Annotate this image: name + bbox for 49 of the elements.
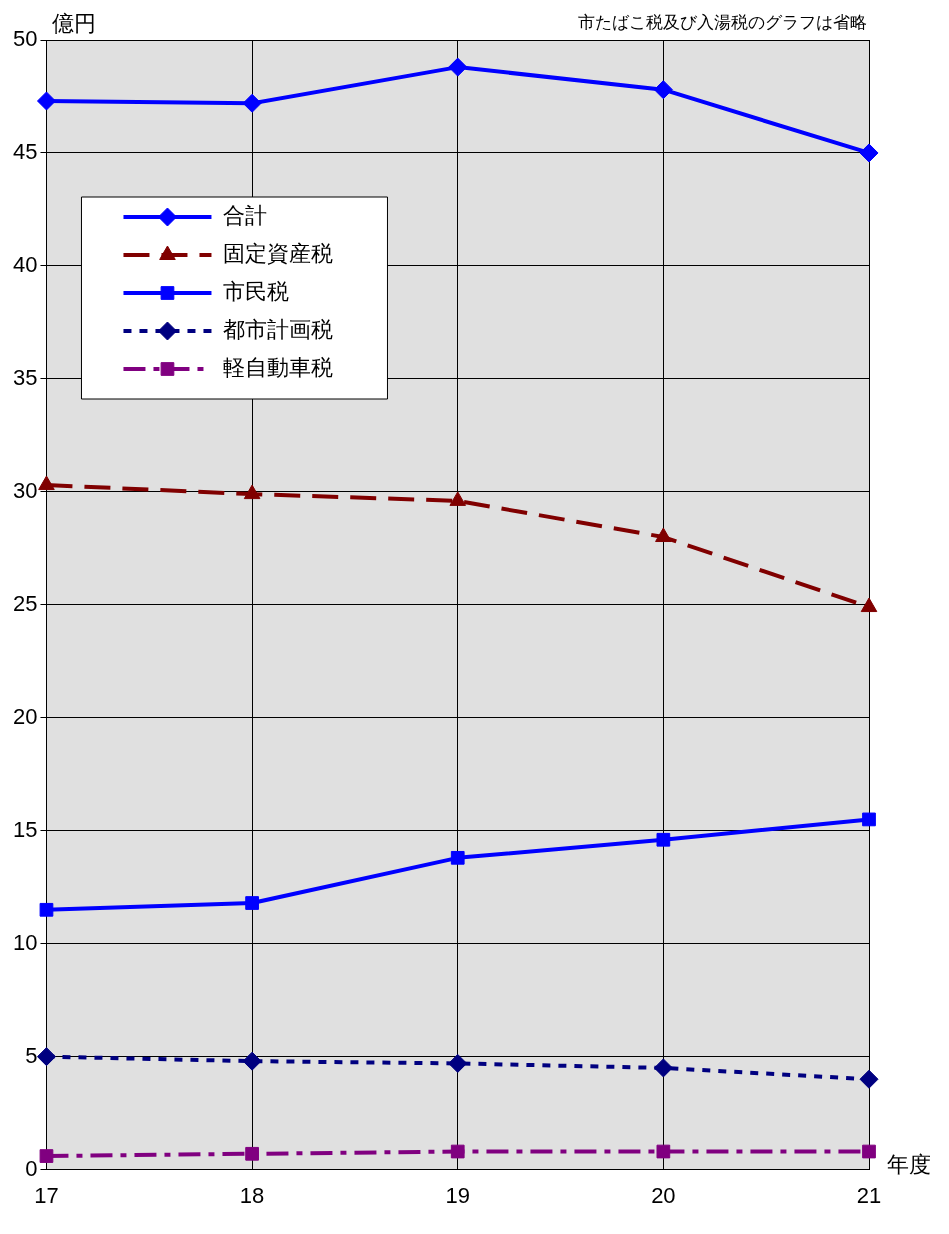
y-tick-label: 20 [12,703,38,729]
legend-label: 合計 [223,203,268,229]
y-tick-label: 50 [12,26,38,52]
point [450,850,465,865]
x-tick-label: 18 [239,1182,265,1208]
point [245,1146,259,1161]
y-tick-label: 10 [12,929,38,955]
point [243,484,261,500]
y-tick-label: 25 [12,590,38,616]
point [36,91,56,111]
point [859,143,879,163]
point [450,1144,465,1159]
point [862,1144,876,1159]
point [245,896,259,910]
point [39,1149,54,1163]
point [653,1058,673,1078]
x-tick-label: 20 [651,1182,676,1208]
y-tick-label: 45 [12,139,38,165]
y-tick-label: 5 [25,1042,38,1068]
x-tick-label: 17 [34,1182,59,1208]
text: 市たばこ税及び入湯税のグラフは省略 [578,13,867,33]
legend-label: 固定資産税 [223,241,334,267]
point [242,1051,262,1071]
y-tick-label: 40 [12,251,38,277]
point [859,1069,879,1089]
point [38,475,55,491]
x-tick-label: 21 [856,1182,882,1208]
legend-label: 都市計画税 [223,317,334,343]
point [655,527,672,543]
x-tick-label: 19 [445,1182,470,1208]
point [448,1053,468,1073]
y-axis-title: 億円 [52,11,97,37]
point [39,902,54,917]
y-tick-label: 0 [25,1155,38,1181]
point [242,93,262,113]
x-axis-title: 年度 [887,1151,931,1177]
point [449,491,467,506]
point [36,1047,56,1067]
point [656,832,671,847]
legend-label: 軽自動車税 [223,355,334,381]
y-tick-label: 30 [12,477,38,503]
y-tick-label: 15 [12,816,38,842]
point [862,812,876,827]
legend-label: 市民税 [223,279,290,305]
point [656,1144,671,1159]
point [448,57,468,77]
y-tick-label: 35 [12,364,38,390]
point [653,80,673,100]
point [860,597,878,613]
